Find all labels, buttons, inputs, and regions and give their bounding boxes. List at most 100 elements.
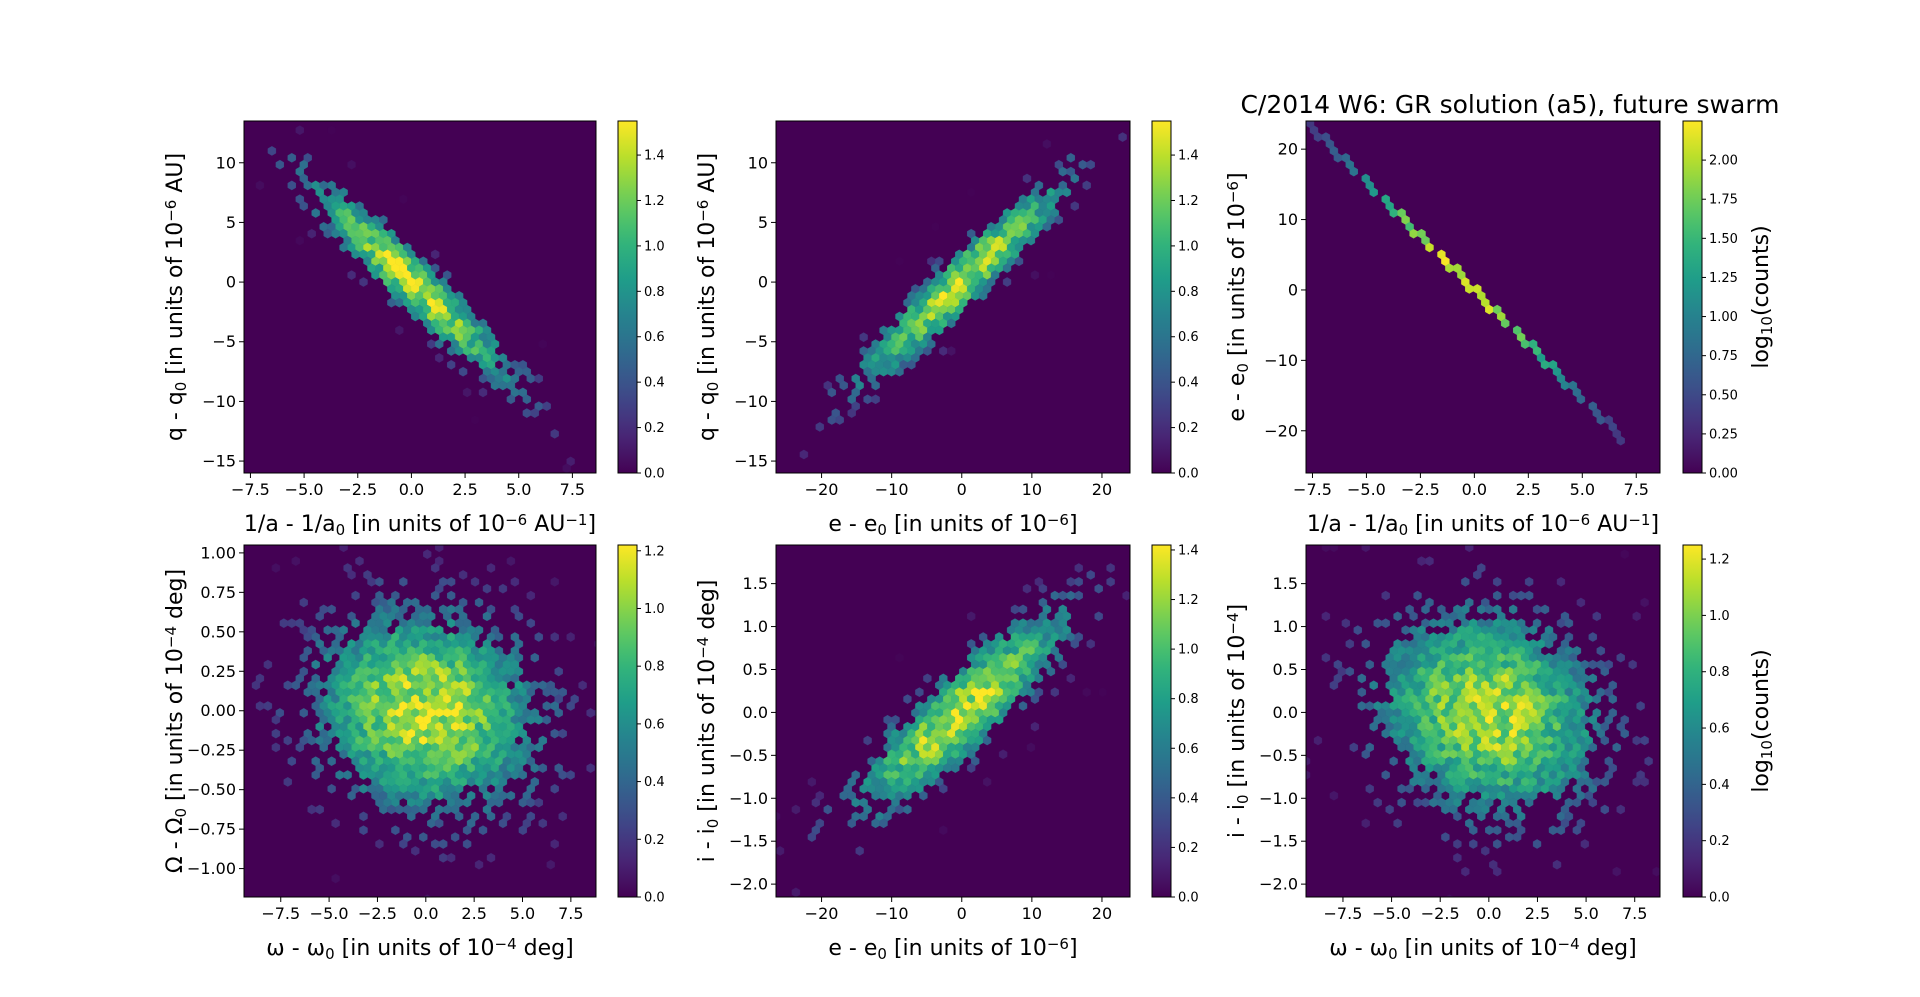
hexbin-cell — [939, 825, 948, 836]
hexbin-cell — [1628, 659, 1637, 670]
hexbin-cell — [271, 728, 281, 739]
hexbin-cell — [835, 415, 844, 425]
hexbin-cell — [331, 873, 340, 884]
hexbin-cell — [887, 366, 896, 377]
y-tick-label: −1.00 — [187, 859, 236, 878]
hexbin-cell — [522, 394, 531, 405]
hexbin-cell — [1572, 797, 1582, 808]
x-tick-label: −2.5 — [338, 480, 377, 499]
hexbin-cell — [510, 576, 520, 587]
hexbin-cell — [791, 887, 801, 897]
hexbin-cell — [462, 797, 472, 808]
y-tick-label: 0 — [226, 273, 236, 292]
hexbin-cell — [859, 332, 868, 343]
hexbin-cell — [776, 846, 785, 856]
hexbin-cell — [1592, 694, 1602, 704]
hexbin-cell — [1349, 166, 1359, 177]
hexbin-cell — [307, 228, 316, 239]
hexbin-cell — [244, 866, 249, 877]
hexbin-cell — [1321, 545, 1331, 553]
hexbin-cell — [506, 394, 516, 405]
hexbin-cell — [1122, 590, 1130, 601]
y-tick-label: −1.0 — [729, 789, 768, 808]
axes-frame — [1305, 120, 1661, 474]
hexbin-cell — [1445, 263, 1454, 274]
hexbin-cell — [859, 811, 868, 822]
hexbin-cell — [331, 818, 340, 829]
hexbin-cell — [1516, 590, 1526, 601]
hexbin-cell — [550, 783, 559, 794]
hexbin-cell — [1058, 659, 1068, 670]
hexbin-cell — [295, 235, 304, 246]
hexbin-cell — [1321, 652, 1331, 663]
hexbin-cell — [1425, 242, 1434, 253]
hexbin-cell — [486, 811, 496, 822]
hexbin-cell — [263, 659, 273, 670]
hexbin-cell — [267, 146, 277, 156]
hexbin-cell — [1106, 576, 1115, 587]
x-tick-label: 0.0 — [413, 904, 438, 923]
y-axis-label: q - q0 [in units of 10−6 AU] — [162, 153, 190, 441]
hexbin-cell — [947, 318, 956, 329]
hexbin-cell — [291, 556, 300, 566]
y-tick-label: 0.5 — [743, 660, 768, 679]
colorbar-gradient — [1151, 120, 1172, 474]
hexbin-cell — [776, 811, 781, 822]
y-tick-label: 0.75 — [200, 583, 236, 602]
hexbin-cell — [586, 763, 595, 773]
hexbin-cell — [1026, 742, 1036, 753]
y-tick-label: 1.00 — [200, 543, 236, 562]
hexbin-cell — [1030, 694, 1040, 704]
hexbin-cell — [431, 839, 440, 849]
colorbar-tick-label: 0.6 — [1709, 722, 1730, 737]
y-tick-label: 0.00 — [200, 701, 236, 720]
hexbin-cell — [462, 839, 472, 849]
hexbin-cell — [391, 825, 400, 836]
hexbin-cell — [839, 380, 848, 391]
hexbin-cell — [550, 728, 559, 739]
hexbin-cell — [339, 749, 348, 760]
hexbin-cell — [1445, 894, 1454, 897]
hexbin-cell — [1636, 701, 1645, 711]
hexbin-cell — [399, 194, 408, 205]
x-tick-label: −5.0 — [1347, 480, 1386, 499]
hexbin-cell — [299, 597, 308, 608]
hexbin-cell — [1477, 811, 1486, 822]
hexbin-cell — [1361, 545, 1363, 546]
x-tick-label: −7.5 — [231, 480, 270, 499]
x-tick-label: −7.5 — [1324, 904, 1363, 923]
hexbin-cell — [1481, 846, 1490, 856]
colorbar-tick-label: 0.00 — [1709, 467, 1738, 482]
colorbar-tick-label: 1.2 — [1178, 194, 1199, 209]
hexbin-cell — [1058, 166, 1068, 177]
hexbin-cell — [1349, 742, 1359, 753]
hexbin-cell — [895, 804, 904, 815]
hexbin-cell — [287, 756, 296, 767]
hexbin-cell — [1564, 618, 1574, 629]
hexbin-cell — [983, 777, 992, 787]
x-tick-label: 0 — [957, 480, 967, 499]
hexbin-cell — [1002, 277, 1012, 287]
colorbar-tick-label: 0.2 — [1709, 834, 1730, 849]
hexbin-cell — [586, 708, 595, 718]
hexbin-cell — [1469, 783, 1478, 794]
colorbar-tick-label: 0.0 — [644, 467, 665, 482]
colorbar-tick-label: 0.0 — [1178, 467, 1199, 482]
hexbin-cell — [863, 394, 872, 405]
hexbin-cell — [315, 804, 324, 815]
hexbin-cell — [1106, 563, 1115, 573]
hexbin-cell — [1473, 570, 1482, 580]
x-tick-label: 2.5 — [452, 480, 477, 499]
hexbin-cell — [1588, 742, 1598, 753]
hexbin-cell — [895, 256, 904, 267]
colorbar-label: log10(counts) — [1749, 225, 1776, 368]
colorbar-tick-label: 0.6 — [1178, 742, 1199, 757]
hexbin-cell — [435, 353, 444, 363]
hexbin-cell — [307, 804, 316, 815]
y-tick-label: 1.5 — [743, 574, 768, 593]
hexbin-cell — [967, 187, 976, 198]
hexbin-cell — [1018, 604, 1028, 615]
hexbin-cell — [971, 290, 980, 301]
hexbin-cell — [895, 366, 904, 377]
x-tick-label: 20 — [1092, 480, 1112, 499]
